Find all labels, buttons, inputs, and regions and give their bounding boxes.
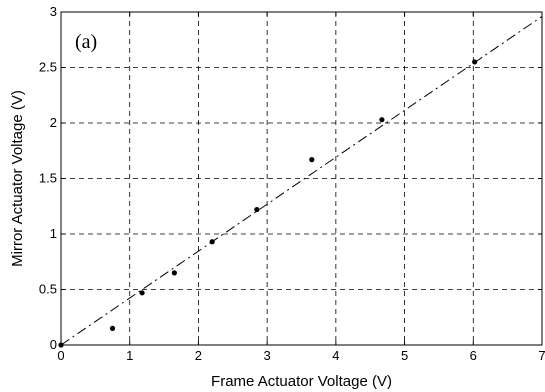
y-tick-label: 3 [50, 4, 57, 19]
data-point [58, 342, 64, 348]
y-tick-label: 2 [50, 115, 57, 130]
data-point [254, 206, 260, 213]
x-tick-label: 2 [195, 348, 202, 363]
data-points-series [58, 59, 478, 348]
grid-lines [61, 12, 542, 345]
y-axis-label: Mirror Actuator Voltage (V) [9, 90, 26, 267]
data-point [139, 290, 145, 296]
y-tick-label: 0.5 [39, 282, 57, 297]
x-axis-label: Frame Actuator Voltage (V) [211, 373, 392, 390]
x-tick-label: 0 [57, 348, 64, 363]
data-point [309, 157, 315, 163]
fit-line-series [60, 16, 543, 346]
fit-line [60, 16, 543, 346]
x-tick-label: 6 [470, 348, 477, 363]
x-tick-label: 4 [332, 348, 339, 363]
y-tick-label: 0 [50, 337, 57, 352]
x-tick-label: 1 [126, 348, 133, 363]
data-point [379, 117, 385, 123]
panel-annotation: (a) [75, 31, 97, 53]
data-point [209, 239, 215, 245]
y-tick-label: 2.5 [39, 60, 57, 75]
data-point [472, 59, 478, 65]
x-tick-label: 7 [538, 348, 545, 363]
data-point [109, 325, 116, 331]
x-tick-label: 5 [401, 348, 408, 363]
x-tick-label: 3 [264, 348, 271, 363]
y-tick-label: 1.5 [39, 171, 57, 186]
data-point [171, 270, 177, 276]
axis-ticks [60, 11, 543, 346]
y-tick-label: 1 [50, 226, 57, 241]
